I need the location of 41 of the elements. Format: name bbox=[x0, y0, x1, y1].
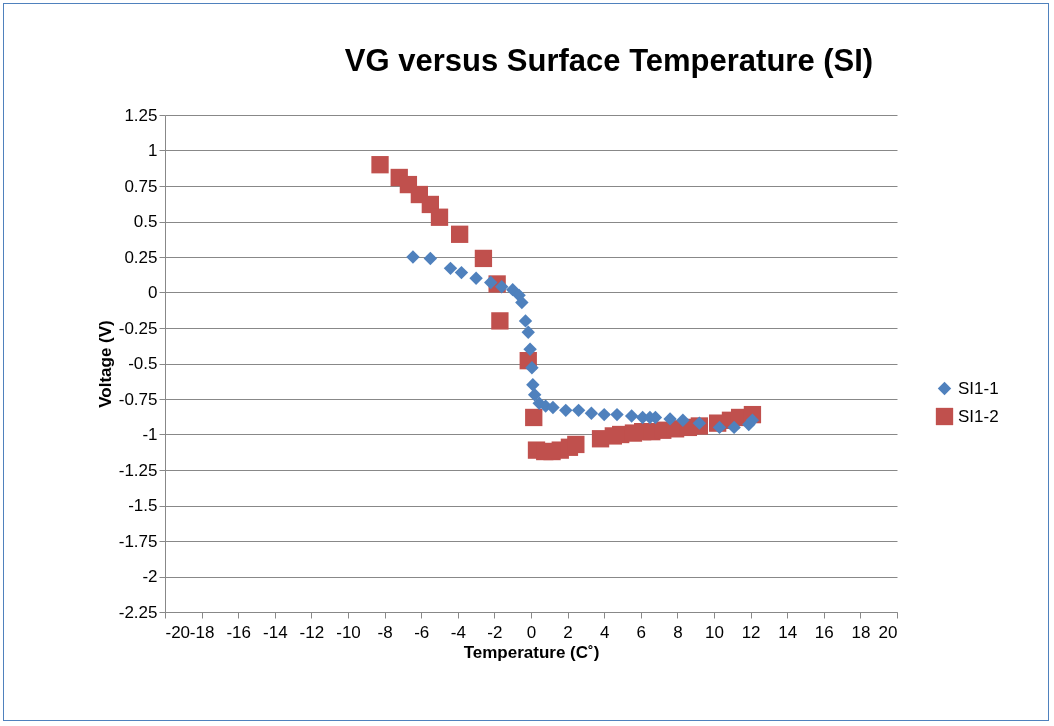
x-tick-label: -4 bbox=[450, 622, 466, 642]
x-tick-label: 4 bbox=[599, 622, 610, 642]
y-tick-label: -0.75 bbox=[118, 389, 158, 409]
x-tick-label: 16 bbox=[814, 622, 834, 642]
y-tick-label: -1.75 bbox=[118, 531, 158, 551]
y-tick-label: -0.5 bbox=[128, 354, 158, 373]
x-tick-label: -18 bbox=[189, 622, 215, 642]
y-tick-label: -2 bbox=[142, 567, 158, 586]
y-tick-label: 0.75 bbox=[124, 176, 158, 196]
chart-title: VG versus Surface Temperature (SI) bbox=[344, 43, 874, 78]
x-tick-label: 20 bbox=[878, 622, 898, 642]
legend-label: SI1-1 bbox=[958, 378, 999, 398]
y-tick-label: 0.5 bbox=[133, 212, 158, 231]
x-axis-title: Temperature (C˚) bbox=[463, 642, 600, 662]
x-tick-label: -10 bbox=[336, 622, 361, 642]
legend-label: SI1-2 bbox=[958, 406, 999, 426]
x-tick-label: 12 bbox=[741, 622, 761, 642]
x-tick-label: -12 bbox=[299, 622, 325, 642]
x-tick-label: 0 bbox=[526, 622, 537, 642]
y-tick-label: 0 bbox=[148, 283, 158, 302]
x-tick-label: 10 bbox=[705, 622, 724, 642]
y-tick-label: -1 bbox=[142, 425, 158, 444]
y-tick-label: -1.25 bbox=[118, 460, 158, 480]
y-tick-label: 1 bbox=[148, 141, 158, 160]
x-tick-label: 18 bbox=[851, 622, 871, 642]
x-tick-label: -8 bbox=[377, 622, 393, 642]
x-tick-label: 8 bbox=[673, 622, 683, 642]
x-tick-label: -2 bbox=[487, 622, 503, 642]
y-tick-label: -2.25 bbox=[118, 602, 158, 622]
x-tick-label: -14 bbox=[263, 622, 288, 642]
x-tick-label: -16 bbox=[226, 622, 251, 642]
y-axis-title: Voltage (V) bbox=[95, 320, 115, 408]
y-tick-label: 0.25 bbox=[124, 247, 158, 267]
x-tick-label: 2 bbox=[563, 622, 573, 642]
x-tick-label: -20 bbox=[165, 622, 191, 642]
y-tick-label: 1.25 bbox=[124, 105, 158, 125]
x-tick-label: 6 bbox=[636, 622, 647, 642]
y-tick-label: -0.25 bbox=[118, 318, 158, 338]
y-tick-label: -1.5 bbox=[128, 496, 158, 515]
x-tick-label: -6 bbox=[414, 622, 430, 642]
x-tick-label: 14 bbox=[778, 622, 798, 642]
